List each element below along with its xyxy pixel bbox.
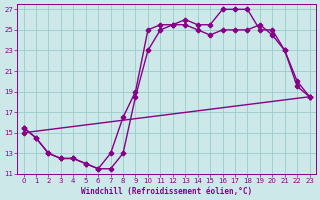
X-axis label: Windchill (Refroidissement éolien,°C): Windchill (Refroidissement éolien,°C) (81, 187, 252, 196)
